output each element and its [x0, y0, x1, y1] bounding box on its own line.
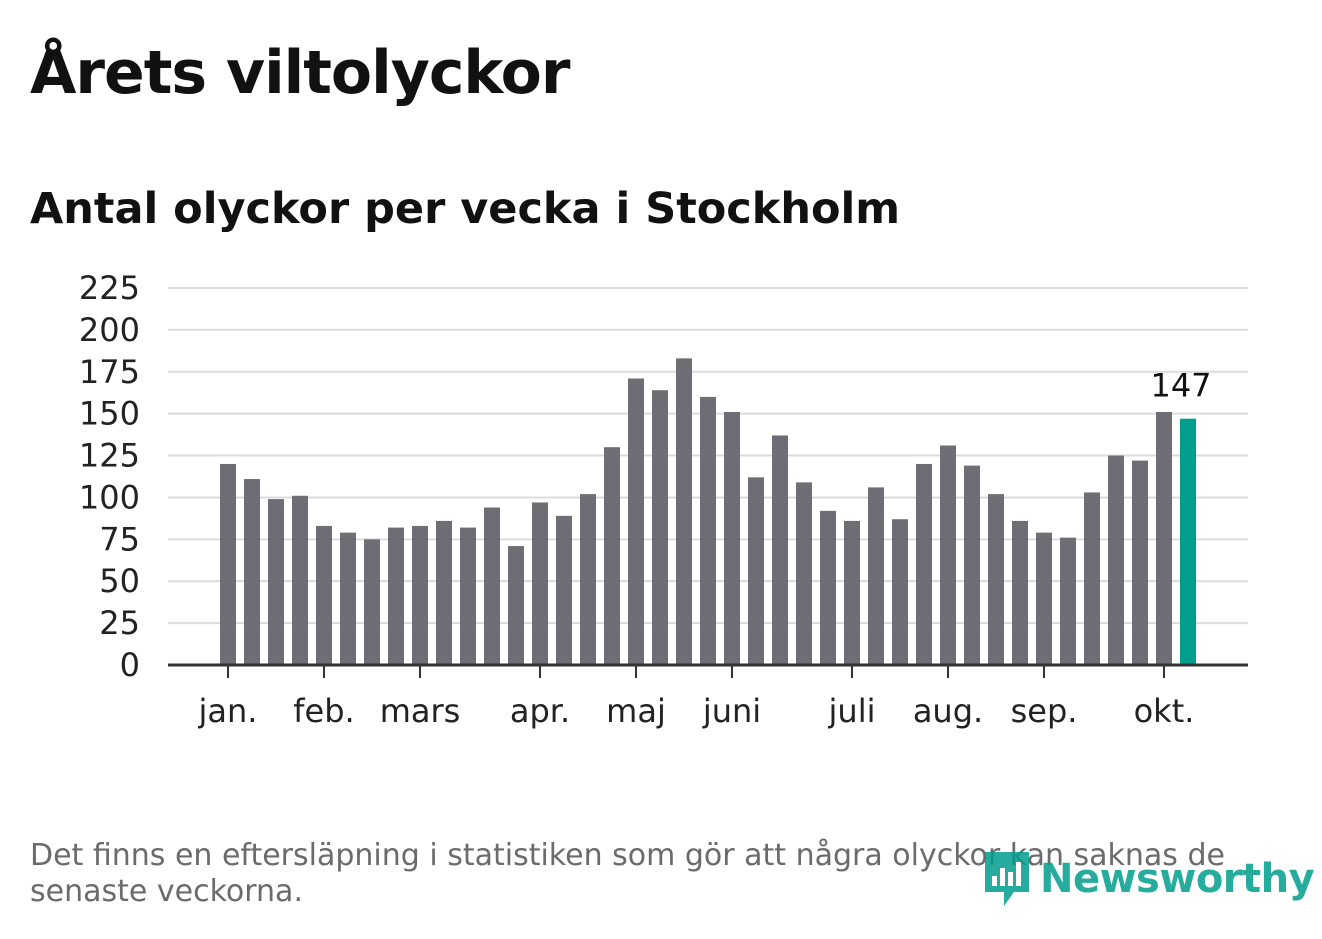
x-tick-label: maj — [606, 692, 666, 730]
bar — [508, 546, 524, 665]
bar — [388, 527, 404, 665]
bar — [1132, 460, 1148, 665]
chart-title: Årets viltolyckor — [30, 38, 570, 108]
bar — [1036, 532, 1052, 665]
bar — [628, 378, 644, 665]
bar — [316, 525, 332, 665]
bar — [1156, 411, 1172, 665]
bar — [1012, 520, 1028, 665]
bar — [532, 502, 548, 665]
bar — [796, 482, 812, 665]
y-tick-label: 175 — [79, 353, 140, 391]
bar — [964, 465, 980, 665]
y-tick-label: 200 — [79, 311, 140, 349]
y-tick-label: 50 — [99, 562, 140, 600]
y-tick-label: 225 — [79, 269, 140, 307]
bar — [772, 435, 788, 665]
bar — [820, 510, 836, 665]
x-tick-label: feb. — [293, 692, 354, 730]
newsworthy-logo-icon — [985, 852, 1029, 906]
bar — [436, 520, 452, 665]
y-tick-label: 150 — [79, 395, 140, 433]
bar — [1084, 492, 1100, 665]
brand-logo: Newsworthy — [982, 848, 1315, 910]
bar — [652, 390, 668, 665]
x-tick-label: okt. — [1134, 692, 1195, 730]
bar — [484, 507, 500, 665]
bar — [460, 527, 476, 665]
x-tick-label: apr. — [510, 692, 570, 730]
bar — [556, 515, 572, 665]
bar — [724, 411, 740, 665]
bar — [1060, 537, 1076, 665]
bar — [580, 494, 596, 665]
bar — [268, 499, 284, 665]
bar — [220, 463, 236, 665]
x-tick-label: juli — [828, 692, 876, 730]
bar — [844, 520, 860, 665]
x-tick-label: mars — [380, 692, 461, 730]
highlight-value-label: 147 — [1150, 367, 1211, 405]
bar — [916, 463, 932, 665]
y-tick-label: 75 — [99, 520, 140, 558]
bar — [1108, 455, 1124, 665]
bar — [292, 495, 308, 665]
bar — [892, 519, 908, 665]
x-tick-label: jan. — [198, 692, 258, 730]
bar — [412, 525, 428, 665]
bar-highlight — [1180, 418, 1196, 665]
bar — [364, 539, 380, 665]
bar — [676, 358, 692, 665]
bar — [604, 447, 620, 665]
bar — [244, 479, 260, 665]
y-tick-label: 100 — [79, 478, 140, 516]
data-labels: 147 — [1150, 367, 1211, 405]
x-tick-label: juni — [702, 692, 761, 730]
chart-subtitle: Antal olyckor per vecka i Stockholm — [30, 184, 901, 234]
bar — [988, 494, 1004, 665]
y-tick-label: 0 — [120, 646, 140, 684]
brand-name: Newsworthy — [1040, 856, 1315, 902]
bars — [220, 358, 1196, 665]
y-tick-label: 25 — [99, 604, 140, 642]
bar — [868, 487, 884, 665]
bar — [700, 396, 716, 665]
bar — [340, 532, 356, 665]
x-tick-label: aug. — [913, 692, 983, 730]
x-tick-label: sep. — [1011, 692, 1078, 730]
y-tick-label: 125 — [79, 437, 140, 475]
x-axis-labels: jan. feb. mars apr. maj juni juli aug. sep. okt. — [198, 665, 1195, 730]
bar — [748, 477, 764, 665]
bar — [940, 445, 956, 665]
